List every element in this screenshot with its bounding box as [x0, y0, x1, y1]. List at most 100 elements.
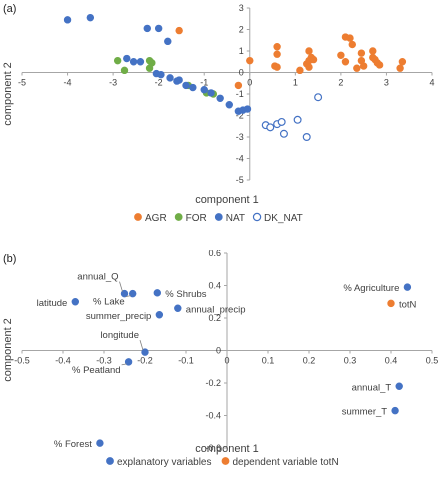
point-dependent-variable-totn	[387, 299, 395, 308]
point-nat	[207, 89, 215, 97]
y-tick-label: 0.2	[208, 313, 221, 323]
y-tick-label: 0.4	[208, 281, 221, 291]
legend-marker	[252, 212, 262, 222]
y-tick-label: -5	[236, 175, 244, 185]
legend-marker	[106, 457, 114, 465]
x-tick-label: -1	[200, 78, 208, 88]
point-label: annual_precip	[186, 304, 246, 315]
x-tick-label: -0.5	[14, 356, 30, 366]
panel-a: (a) -5 -4 -3 -2 -1 0 1 2 3 4 -5 -4 -3 -2 -1 0 1 2 3 compone…	[2, 3, 435, 224]
x-tick-label: -0.2	[137, 356, 153, 366]
x-tick-label: 4	[429, 78, 434, 88]
x-tick-label: -5	[18, 78, 26, 88]
x-tick-label: -0.3	[96, 356, 112, 366]
point-agr	[359, 62, 368, 70]
point-label: longitude	[100, 330, 139, 341]
point-agr	[369, 47, 377, 55]
point-nat	[136, 58, 145, 66]
y-tick-label: -3	[236, 132, 244, 142]
y-tick-label: -2	[236, 111, 244, 121]
y-axis-title: component 2	[2, 62, 14, 126]
y-axis-title: component 2	[2, 318, 14, 382]
point-label: % Peatland	[72, 365, 121, 376]
x-tick-label: 0.4	[385, 356, 398, 366]
x-tick-label: 0	[247, 78, 252, 88]
x-tick-label: 0	[224, 356, 229, 366]
point-nat	[166, 74, 174, 82]
point-agr	[305, 63, 313, 71]
point-explanatory-variables	[395, 382, 403, 390]
point-agr	[296, 66, 304, 75]
panel-a-label: (a)	[3, 3, 17, 15]
legend-marker	[221, 457, 230, 465]
point-label: summer_T	[342, 407, 388, 418]
point-dk-nat	[293, 115, 302, 124]
x-tick-label: -0.4	[55, 356, 71, 366]
x-tick-label: 0.2	[303, 356, 316, 366]
x-tick-label: -2	[155, 78, 163, 88]
x-tick-label: -3	[109, 78, 117, 88]
point-agr	[305, 47, 313, 55]
point-label: latitude	[37, 298, 68, 309]
point-dk-nat	[302, 133, 311, 142]
point-nat	[129, 58, 138, 66]
point-label: annual_T	[352, 382, 392, 393]
point-explanatory-variables	[129, 289, 137, 298]
legend-label: FOR	[186, 213, 207, 224]
y-tick-label: -0.6	[205, 443, 221, 453]
point-explanatory-variables	[155, 311, 164, 319]
point-label: summer_precip	[86, 311, 151, 322]
legend-label: NAT	[226, 213, 245, 224]
point-agr	[273, 42, 281, 51]
point-nat	[157, 70, 165, 79]
point-nat	[200, 85, 208, 94]
label-leader-line	[125, 295, 131, 298]
point-label: % Forest	[54, 439, 92, 450]
point-nat	[86, 13, 95, 22]
point-agr	[273, 63, 281, 71]
point-agr	[246, 56, 254, 65]
x-tick-label: 2	[338, 78, 343, 88]
point-explanatory-variables	[403, 283, 412, 291]
legend-marker	[174, 213, 183, 221]
point-agr	[341, 58, 350, 66]
point-dk-nat	[266, 123, 275, 132]
x-axis-title: component 1	[195, 443, 259, 455]
label-leader-line	[119, 281, 123, 292]
point-nat	[189, 83, 197, 92]
legend-marker	[214, 213, 223, 221]
point-agr	[398, 58, 407, 66]
point-explanatory-variables	[120, 289, 129, 298]
point-agr	[346, 34, 354, 42]
y-tick-label: -4	[236, 154, 244, 164]
y-tick-label: -1	[236, 89, 244, 99]
point-agr	[353, 64, 361, 72]
point-agr	[273, 50, 281, 58]
x-tick-label: 0.3	[344, 356, 357, 366]
y-tick-label: 3	[239, 3, 244, 13]
point-explanatory-variables	[124, 358, 133, 366]
point-nat	[164, 37, 172, 46]
x-tick-label: 0.5	[426, 356, 439, 366]
point-explanatory-variables	[153, 289, 162, 297]
point-label: % Shrubs	[165, 289, 206, 300]
y-tick-label: 0	[216, 346, 221, 356]
point-nat	[216, 94, 224, 103]
y-tick-label: 1	[239, 46, 244, 56]
point-label: annual_Q	[77, 272, 118, 283]
x-tick-label: 3	[384, 78, 389, 88]
y-tick-label: 2	[239, 25, 244, 35]
point-explanatory-variables	[141, 348, 149, 356]
point-agr	[175, 26, 183, 35]
point-for	[145, 56, 154, 65]
legend-marker	[134, 213, 142, 221]
x-axis-title: component 1	[195, 194, 259, 206]
y-tick-label: -0.4	[205, 411, 221, 421]
point-nat	[154, 24, 163, 33]
x-tick-label: 1	[293, 78, 298, 88]
point-explanatory-variables	[174, 304, 182, 312]
point-explanatory-variables	[71, 298, 80, 306]
label-leader-line	[121, 363, 127, 366]
point-for	[120, 66, 129, 75]
